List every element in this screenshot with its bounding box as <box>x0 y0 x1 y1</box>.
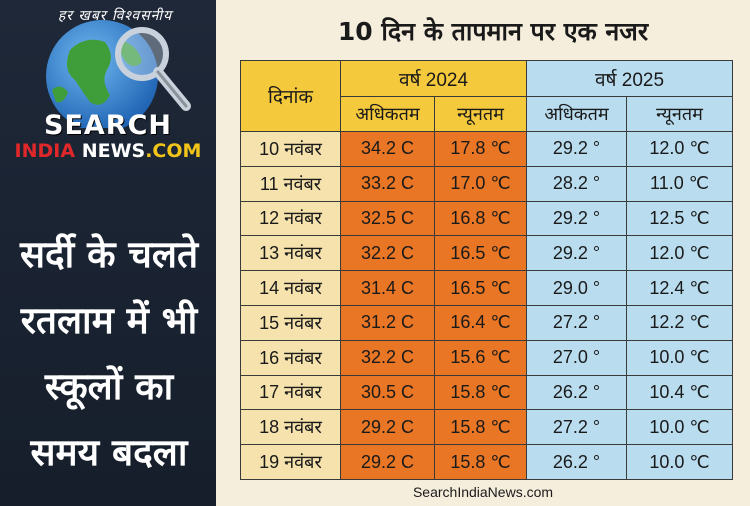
header-year-2024: वर्ष 2024 <box>340 60 527 97</box>
cell-max-2025: 27.2 ° <box>526 304 627 341</box>
cell-max-2025: 29.0 ° <box>526 270 627 306</box>
cell-max-2025: 26.2 ° <box>526 444 627 480</box>
logo-brand-india-news: INDIA NEWS.COM <box>0 140 216 162</box>
cell-min-2025: 10.0 ℃ <box>626 409 733 446</box>
cell-min-2024: 16.4 ℃ <box>434 304 527 341</box>
cell-min-2024: 16.8 ℃ <box>434 200 527 237</box>
table-row: 19 नवंबर 29.2 C 15.8 ℃ 26.2 ° 10.0 ℃ <box>240 444 733 480</box>
cell-min-2024: 16.5 ℃ <box>434 235 527 272</box>
cell-min-2025: 12.0 ℃ <box>626 131 733 167</box>
cell-max-2024: 29.2 C <box>340 444 435 480</box>
cell-max-2024: 34.2 C <box>340 131 435 167</box>
cell-date: 19 नवंबर <box>240 444 341 480</box>
cell-min-2024: 17.8 ℃ <box>434 131 527 167</box>
logo-tagline: हर खबर विश्वसनीय <box>57 8 173 24</box>
logo-news: NEWS <box>75 140 146 162</box>
cell-max-2025: 29.2 ° <box>526 235 627 272</box>
cell-min-2024: 15.8 ℃ <box>434 409 527 446</box>
headline-line: सर्दी के चलते <box>19 233 199 276</box>
right-panel: 10 दिन के तापमान पर एक नजर दिनांक वर्ष 2… <box>216 0 750 506</box>
globe-magnifier-icon <box>46 20 191 132</box>
header-max-2025: अधिकतम <box>526 96 627 132</box>
cell-min-2024: 17.0 ℃ <box>434 165 527 202</box>
cell-min-2025: 11.0 ℃ <box>626 165 733 202</box>
cell-min-2025: 12.2 ℃ <box>626 304 733 341</box>
cell-max-2024: 30.5 C <box>340 374 435 411</box>
cell-date: 12 नवंबर <box>240 200 341 237</box>
logo-brand-search: SEARCH <box>44 110 172 141</box>
table-row: 14 नवंबर 31.4 C 16.5 ℃ 29.0 ° 12.4 ℃ <box>240 270 733 306</box>
cell-date: 11 नवंबर <box>240 165 341 202</box>
logo-india: INDIA <box>14 140 76 162</box>
cell-max-2025: 26.2 ° <box>526 374 627 411</box>
cell-max-2024: 31.4 C <box>340 270 435 306</box>
header-min-2025: न्यूनतम <box>626 96 733 132</box>
table-row: 13 नवंबर 32.2 C 16.5 ℃ 29.2 ° 12.0 ℃ <box>240 235 733 272</box>
headline-line: समय बदला <box>30 431 188 474</box>
page-title: 10 दिन के तापमान पर एक नजर <box>337 17 649 46</box>
globe-logo <box>30 10 200 132</box>
cell-min-2024: 15.8 ℃ <box>434 444 527 480</box>
cell-max-2024: 33.2 C <box>340 165 435 202</box>
cell-max-2024: 32.2 C <box>340 235 435 272</box>
table-row: 18 नवंबर 29.2 C 15.8 ℃ 27.2 ° 10.0 ℃ <box>240 409 733 446</box>
table-row: 10 नवंबर 34.2 C 17.8 ℃ 29.2 ° 12.0 ℃ <box>240 131 733 167</box>
cell-max-2025: 29.2 ° <box>526 200 627 237</box>
cell-min-2025: 12.4 ℃ <box>626 270 733 306</box>
cell-min-2024: 16.5 ℃ <box>434 270 527 306</box>
table-row: 17 नवंबर 30.5 C 15.8 ℃ 26.2 ° 10.4 ℃ <box>240 374 733 411</box>
temperature-table: दिनांक वर्ष 2024 वर्ष 2025 अधिकतम न्यूनत… <box>240 60 733 480</box>
cell-date: 18 नवंबर <box>240 409 341 446</box>
cell-min-2025: 10.0 ℃ <box>626 339 733 376</box>
table-row: 11 नवंबर 33.2 C 17.0 ℃ 28.2 ° 11.0 ℃ <box>240 165 733 202</box>
header-year-2025: वर्ष 2025 <box>526 60 733 97</box>
cell-min-2025: 12.5 ℃ <box>626 200 733 237</box>
table-row: 15 नवंबर 31.2 C 16.4 ℃ 27.2 ° 12.2 ℃ <box>240 304 733 341</box>
left-panel: हर खबर विश्वसनीय SEARCH INDIA NEWS.COM स… <box>0 0 216 506</box>
header-min-2024: न्यूनतम <box>434 96 527 132</box>
table-row: 12 नवंबर 32.5 C 16.8 ℃ 29.2 ° 12.5 ℃ <box>240 200 733 237</box>
cell-date: 15 नवंबर <box>240 304 341 341</box>
table-row: 16 नवंबर 32.2 C 15.6 ℃ 27.0 ° 10.0 ℃ <box>240 339 733 376</box>
cell-max-2025: 29.2 ° <box>526 131 627 167</box>
cell-date: 16 नवंबर <box>240 339 341 376</box>
headline-line: रतलाम में भी <box>20 299 198 342</box>
headline-line: स्कूलों का <box>44 365 174 408</box>
cell-date: 13 नवंबर <box>240 235 341 272</box>
header-date: दिनांक <box>240 60 341 132</box>
cell-max-2025: 27.2 ° <box>526 409 627 446</box>
cell-min-2024: 15.8 ℃ <box>434 374 527 411</box>
cell-date: 10 नवंबर <box>240 131 341 167</box>
cell-max-2024: 32.5 C <box>340 200 435 237</box>
cell-max-2024: 32.2 C <box>340 339 435 376</box>
headline: सर्दी के चलते रतलाम में भी स्कूलों का सम… <box>6 222 212 486</box>
cell-max-2025: 28.2 ° <box>526 165 627 202</box>
cell-max-2025: 27.0 ° <box>526 339 627 376</box>
logo-dotcom: .COM <box>145 140 202 162</box>
cell-max-2024: 31.2 C <box>340 304 435 341</box>
cell-min-2024: 15.6 ℃ <box>434 339 527 376</box>
cell-date: 14 नवंबर <box>240 270 341 306</box>
cell-date: 17 नवंबर <box>240 374 341 411</box>
footer-website: SearchIndiaNews.com <box>412 484 554 500</box>
cell-min-2025: 12.0 ℃ <box>626 235 733 272</box>
cell-min-2025: 10.0 ℃ <box>626 444 733 480</box>
cell-min-2025: 10.4 ℃ <box>626 374 733 411</box>
header-max-2024: अधिकतम <box>340 96 435 132</box>
cell-max-2024: 29.2 C <box>340 409 435 446</box>
